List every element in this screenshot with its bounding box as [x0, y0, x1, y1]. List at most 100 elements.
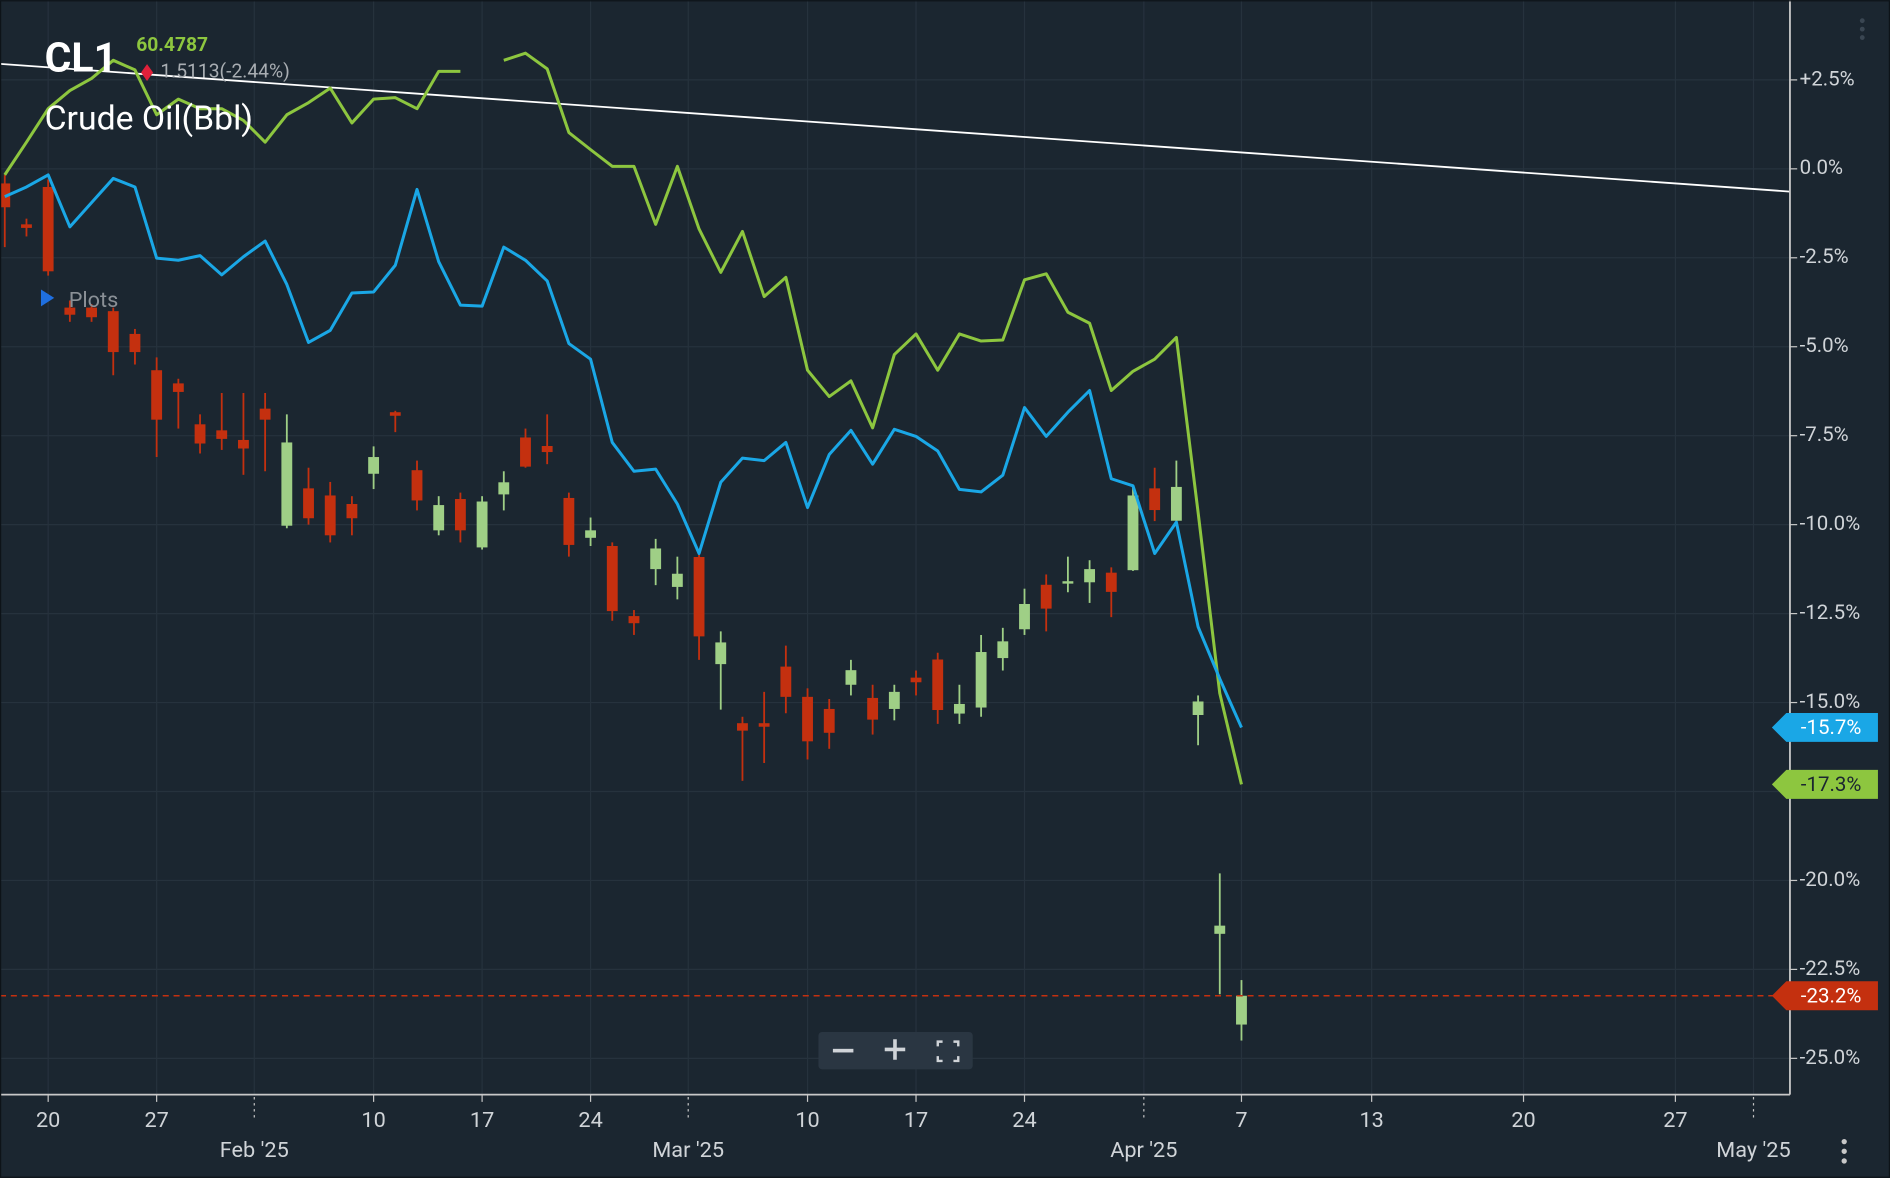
- candle-body: [1170, 486, 1182, 521]
- candle-body: [953, 703, 965, 714]
- menu-dot[interactable]: [1859, 35, 1865, 40]
- candle-body: [541, 446, 553, 453]
- plot: [0, 51, 1791, 1041]
- candle-body: [802, 696, 813, 742]
- candle-body: [1062, 581, 1074, 584]
- candle-body: [151, 370, 163, 420]
- x-tick-label: 17: [470, 1108, 494, 1133]
- y-tick-label: -20.0%: [1800, 868, 1861, 892]
- candle-body: [1127, 495, 1139, 571]
- price: 60.4787: [136, 33, 208, 56]
- x-tick-label: 24: [578, 1108, 602, 1133]
- menu-dot[interactable]: [1859, 18, 1865, 24]
- candle-body: [1214, 925, 1226, 934]
- candle-body: [368, 457, 380, 474]
- candle-body: [454, 499, 466, 531]
- y-tick-label: -25.0%: [1800, 1046, 1861, 1070]
- y-tick-label: -5.0%: [1800, 334, 1849, 358]
- fullscreen[interactable]: [936, 1040, 960, 1063]
- candle-body: [129, 333, 141, 353]
- candle-body: [758, 723, 770, 727]
- candle-body: [975, 652, 987, 708]
- zoom-out[interactable]: [832, 1048, 854, 1053]
- candle-body: [194, 424, 206, 444]
- candle-body: [888, 691, 900, 709]
- symbol: CL1: [45, 34, 117, 82]
- last-value-tag: [1771, 712, 1878, 742]
- last-value-tag: [1771, 769, 1878, 799]
- x-month-label: Apr '25: [1110, 1138, 1177, 1163]
- menu-dot[interactable]: [1841, 1158, 1847, 1164]
- trend-line: [0, 62, 1791, 193]
- change: 1.5113(-2.44%): [160, 60, 290, 83]
- x-tick-label: 7: [1235, 1108, 1247, 1133]
- candle-body: [1019, 603, 1030, 630]
- candle-body: [910, 677, 922, 683]
- candle-body: [1040, 584, 1052, 609]
- plots-label[interactable]: Plots: [69, 288, 119, 313]
- y-tick-label: 0.0%: [1800, 156, 1843, 180]
- candle-body: [346, 504, 358, 519]
- candle-body: [238, 439, 249, 449]
- candle-body: [389, 412, 401, 416]
- x-month-label: Mar '25: [652, 1138, 724, 1163]
- candle-body: [715, 642, 727, 665]
- candle-body: [107, 311, 119, 353]
- zoom-controls: [818, 1031, 973, 1070]
- candle-body: [64, 307, 76, 315]
- instrument-name: Crude Oil(Bbl): [45, 100, 253, 139]
- x-month-label: May '25: [1716, 1138, 1790, 1163]
- candle-body: [997, 641, 1009, 659]
- x-tick-label: 27: [1663, 1108, 1687, 1133]
- candle-body: [476, 501, 488, 548]
- candle-body: [281, 442, 293, 526]
- zoom-in[interactable]: [884, 1039, 906, 1060]
- axes: +2.5% 0.0% -2.5% -5.0% -7.5% -10.0% -12.5% -15.…: [36, 67, 1878, 1163]
- candle-body: [606, 545, 618, 612]
- y-tick-label: -7.5%: [1800, 423, 1849, 447]
- x-month-label: Feb '25: [220, 1138, 289, 1163]
- candle-body: [780, 666, 792, 697]
- x-tick-label: 24: [1012, 1108, 1036, 1133]
- x-tick-label: 10: [795, 1108, 819, 1133]
- plots-toggle[interactable]: [40, 289, 55, 307]
- candle-body: [520, 437, 531, 467]
- line-series: [4, 173, 1243, 729]
- candle-body: [650, 548, 662, 570]
- down-icon: [141, 64, 154, 81]
- candle-body: [411, 470, 423, 501]
- candle-body: [1149, 488, 1161, 511]
- y-tick-label: -22.5%: [1800, 957, 1861, 981]
- x-tick-label: 17: [904, 1108, 928, 1133]
- candle-body: [1084, 569, 1096, 583]
- candle-body: [324, 495, 336, 536]
- last-value-label: -15.7%: [1801, 716, 1862, 740]
- candle-body: [172, 383, 184, 392]
- candle-body: [628, 616, 640, 624]
- last-value-label: -17.3%: [1801, 773, 1862, 797]
- candle-body: [303, 488, 314, 519]
- candle-body: [1105, 572, 1117, 592]
- menu: [1841, 18, 1865, 1164]
- candle-body: [21, 224, 32, 228]
- last-price-label: -23.2%: [1801, 984, 1862, 1008]
- menu-dot[interactable]: [1859, 26, 1865, 32]
- candle-body: [563, 497, 575, 545]
- x-tick-label: 13: [1359, 1108, 1383, 1133]
- y-tick-label: -10.0%: [1800, 512, 1861, 536]
- menu-dot[interactable]: [1841, 1148, 1847, 1154]
- menu-dot[interactable]: [1841, 1139, 1847, 1145]
- y-tick-label: -2.5%: [1800, 245, 1849, 269]
- y-tick-label: +2.5%: [1800, 67, 1855, 91]
- candle-body: [737, 723, 748, 731]
- x-tick-label: 27: [144, 1108, 168, 1133]
- x-tick-label: 10: [361, 1108, 385, 1133]
- candle-body: [1192, 701, 1204, 716]
- x-tick-label: 20: [1511, 1108, 1535, 1133]
- y-tick-label: -12.5%: [1800, 601, 1861, 625]
- grid: [0, 0, 1790, 1095]
- candle-body: [433, 505, 445, 531]
- line-series: [3, 51, 1243, 785]
- x-tick-label: 20: [36, 1108, 60, 1133]
